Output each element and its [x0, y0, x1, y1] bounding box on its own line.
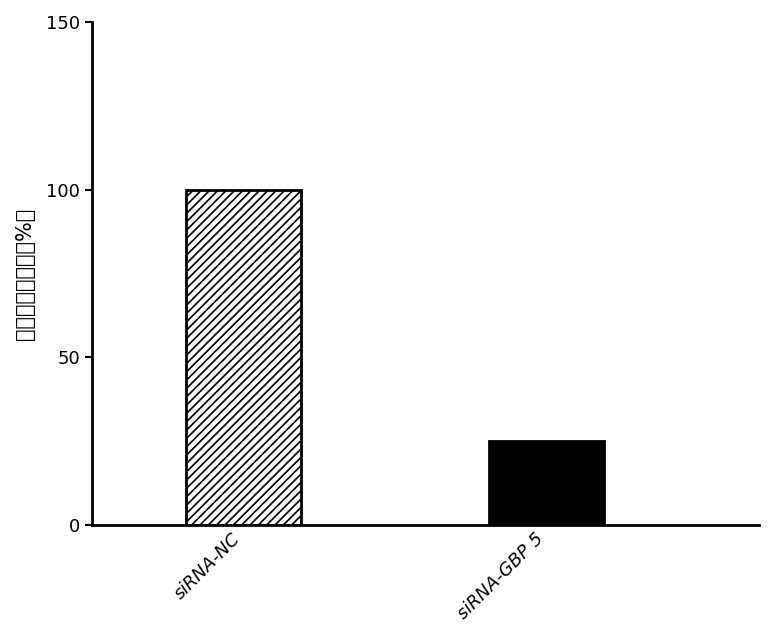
Bar	[489, 441, 604, 525]
Y-axis label: 蛋白相对表达量（%）: 蛋白相对表达量（%）	[15, 207, 35, 339]
Bar	[186, 189, 301, 525]
